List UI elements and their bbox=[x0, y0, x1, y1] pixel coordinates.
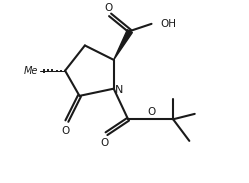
Text: O: O bbox=[147, 107, 156, 117]
Text: N: N bbox=[115, 85, 123, 95]
Text: OH: OH bbox=[161, 19, 177, 29]
Polygon shape bbox=[114, 30, 132, 60]
Text: O: O bbox=[62, 126, 70, 136]
Text: O: O bbox=[105, 3, 113, 13]
Text: Me: Me bbox=[24, 66, 38, 76]
Text: O: O bbox=[101, 138, 109, 148]
